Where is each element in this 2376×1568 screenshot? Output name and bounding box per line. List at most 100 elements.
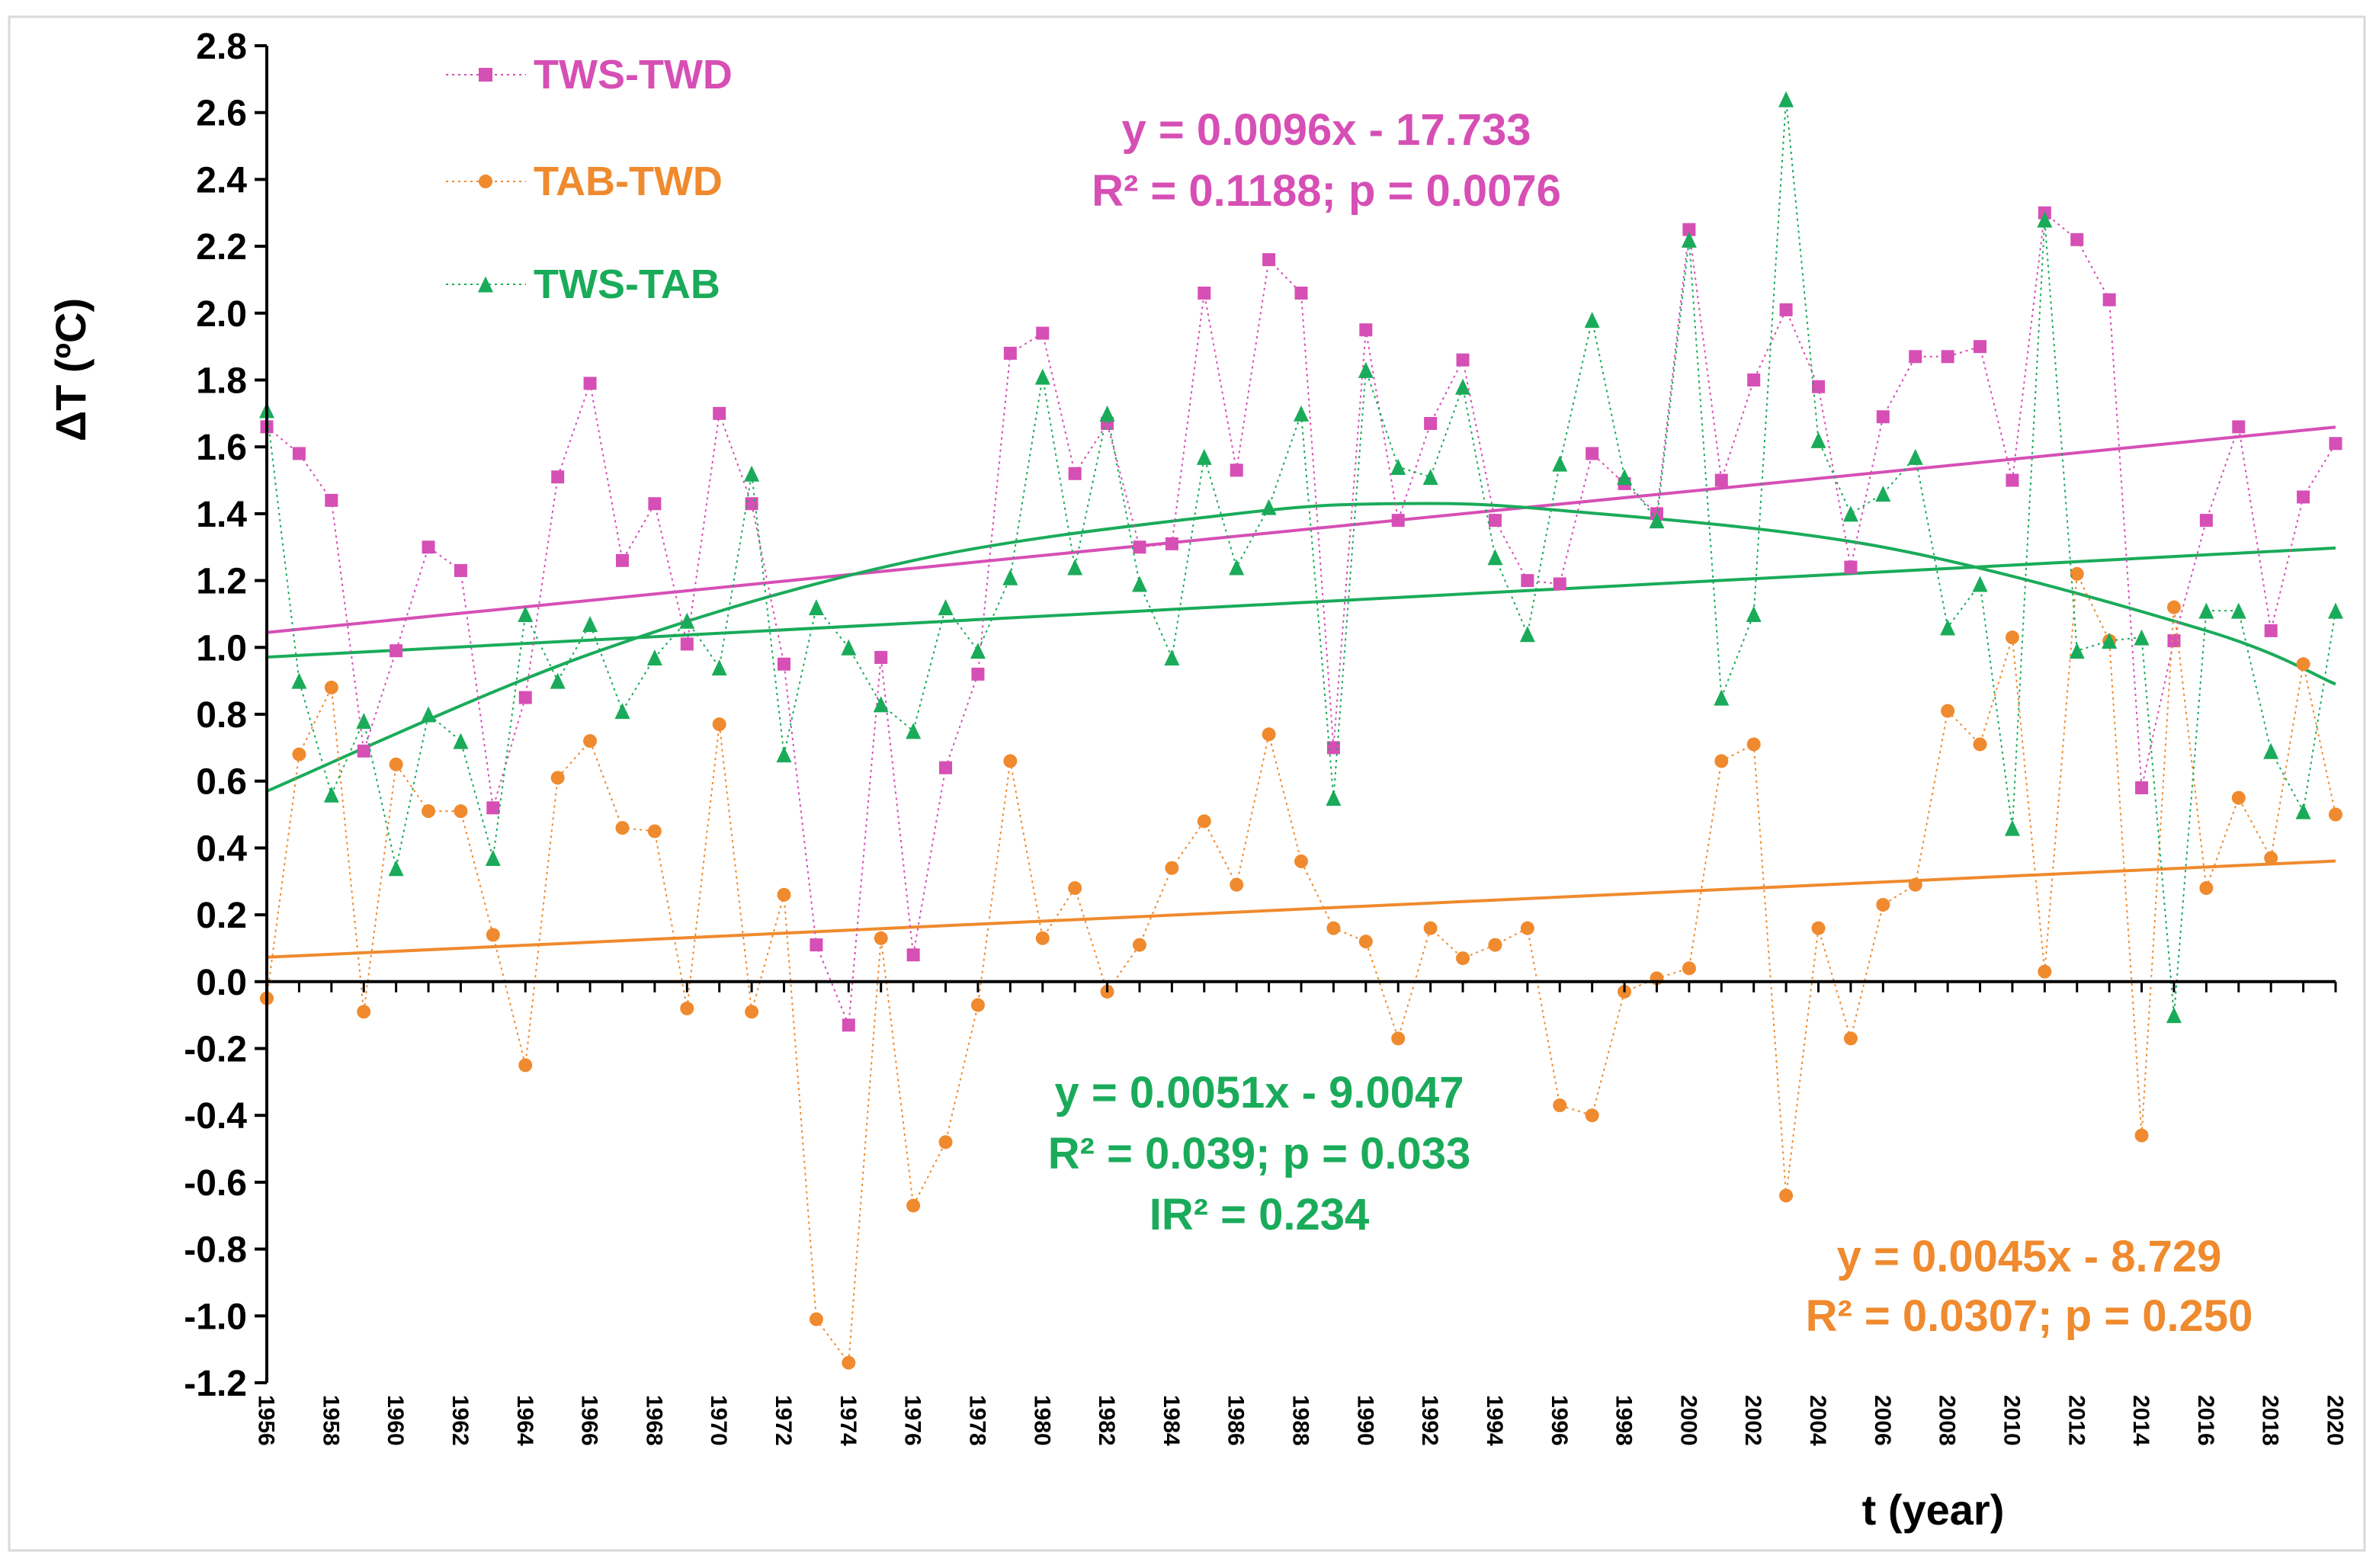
point-tab-twd (1682, 961, 1696, 976)
point-tws-twd (518, 691, 532, 704)
series-group (259, 91, 2343, 1370)
point-tws-tab (1455, 378, 1471, 395)
point-tws-tab (2004, 819, 2020, 836)
point-tws-tab (1390, 459, 1406, 476)
point-tws-tab (873, 696, 889, 713)
trendline-tws-tab-polynomial (266, 502, 2336, 793)
point-tws-twd (1036, 326, 1050, 340)
point-tws-twd (2070, 232, 2084, 246)
x-tick-label: 2016 (2193, 1395, 2218, 1446)
point-tws-tab (2198, 602, 2214, 619)
x-axis-title: t (year) (1862, 1486, 2005, 1534)
y-tick-label: 1.0 (196, 628, 247, 669)
equation-line: R² = 0.039; p = 0.033 (1048, 1129, 1471, 1178)
x-tick-label: 2004 (1805, 1395, 1830, 1446)
point-tws-tab (1067, 559, 1083, 576)
point-tws-tab (1907, 448, 1923, 465)
point-tws-tab (970, 643, 986, 659)
point-tab-twd (2329, 807, 2342, 822)
x-tick-label: 1956 (254, 1395, 279, 1446)
point-tws-twd (1165, 537, 1178, 550)
y-tick-label: -0.6 (184, 1163, 247, 1204)
point-tws-twd (1909, 350, 1922, 364)
point-tab-twd (1876, 897, 1890, 912)
x-tick-label: 1970 (706, 1395, 731, 1446)
point-tws-twd (454, 563, 467, 577)
point-tws-twd (2135, 781, 2149, 794)
point-tws-twd (1456, 353, 1470, 367)
legend-marker (479, 68, 492, 82)
point-tab-twd (2199, 881, 2214, 896)
x-tick-label: 1982 (1094, 1395, 1119, 1446)
legend-marker (478, 276, 493, 293)
y-tick-label: 0.4 (196, 829, 247, 869)
equation-line: y = 0.0096x - 17.733 (1122, 105, 1531, 155)
y-tick-label: 1.4 (196, 495, 247, 535)
point-tws-tab (1131, 576, 1147, 592)
equation-line: IR² = 0.234 (1150, 1190, 1370, 1239)
equation-line: y = 0.0051x - 9.0047 (1055, 1068, 1464, 1117)
legend-marker (479, 175, 492, 188)
point-tws-tab (2069, 643, 2085, 659)
point-tws-twd (906, 948, 920, 962)
point-tws-twd (1359, 323, 1373, 337)
point-tab-twd (1811, 921, 1826, 935)
point-tws-tab (1617, 469, 1633, 486)
eq-tab-twd: y = 0.0045x - 8.729 R² = 0.0307; p = 0.25… (1806, 1232, 2253, 1341)
x-tick-label: 1974 (835, 1395, 861, 1446)
x-tick-label: 1976 (900, 1395, 925, 1446)
point-tws-twd (2199, 514, 2213, 527)
point-tws-twd (810, 938, 823, 952)
x-tick-label: 1964 (512, 1395, 537, 1446)
point-tws-twd (1391, 514, 1405, 527)
point-tws-tab (1940, 619, 1956, 636)
point-tab-twd (938, 1135, 953, 1150)
point-tab-twd (324, 680, 338, 694)
trendline-tws-tab-linear (266, 546, 2336, 659)
point-tws-twd (1779, 303, 1793, 316)
point-tws-tab (356, 713, 372, 729)
point-tws-tab (1294, 405, 1309, 422)
point-tws-twd (1133, 540, 1146, 554)
point-tws-tab (1196, 448, 1212, 465)
point-tws-tab (2328, 602, 2343, 619)
point-tws-tab (808, 599, 824, 616)
y-tick-label: -0.8 (184, 1230, 247, 1271)
equation-line: R² = 0.1188; p = 0.0076 (1092, 166, 1561, 216)
point-tws-tab (1746, 605, 1762, 622)
y-tick-label: 2.0 (196, 294, 247, 335)
point-tab-twd (1488, 938, 1502, 952)
point-tab-twd (2296, 657, 2310, 672)
point-tws-twd (1876, 410, 1890, 424)
point-tws-tab (485, 850, 501, 867)
point-tab-twd (2070, 566, 2084, 581)
point-tws-twd (939, 761, 953, 774)
point-tab-twd (712, 717, 726, 732)
point-tws-tab (1519, 626, 1535, 643)
point-tab-twd (550, 771, 565, 785)
point-tab-twd (1003, 754, 1018, 768)
y-tick-label: -0.2 (184, 1030, 247, 1070)
point-tws-twd (486, 801, 500, 815)
point-tws-twd (1326, 741, 1340, 755)
y-tick-label: 1.6 (196, 428, 247, 468)
x-tick-label: 2002 (1740, 1395, 1765, 1446)
point-tws-tab (1422, 469, 1438, 486)
x-tick-label: 2012 (2063, 1395, 2089, 1446)
point-tws-twd (583, 377, 597, 390)
point-tab-twd (292, 747, 306, 762)
point-tws-twd (1198, 286, 1211, 300)
point-tab-twd (1714, 754, 1729, 768)
x-tick-label: 1978 (964, 1395, 989, 1446)
point-tab-twd (1132, 938, 1146, 952)
point-tws-tab (1681, 231, 1697, 248)
trendline-tws-twd-linear (266, 425, 2336, 634)
point-tws-twd (713, 406, 726, 420)
point-tws-tab (776, 746, 792, 763)
x-tick-label: 1998 (1611, 1395, 1637, 1446)
x-tick-label: 1968 (641, 1395, 666, 1446)
y-tick-label: 2.4 (196, 160, 247, 200)
point-tws-twd (1262, 253, 1276, 267)
